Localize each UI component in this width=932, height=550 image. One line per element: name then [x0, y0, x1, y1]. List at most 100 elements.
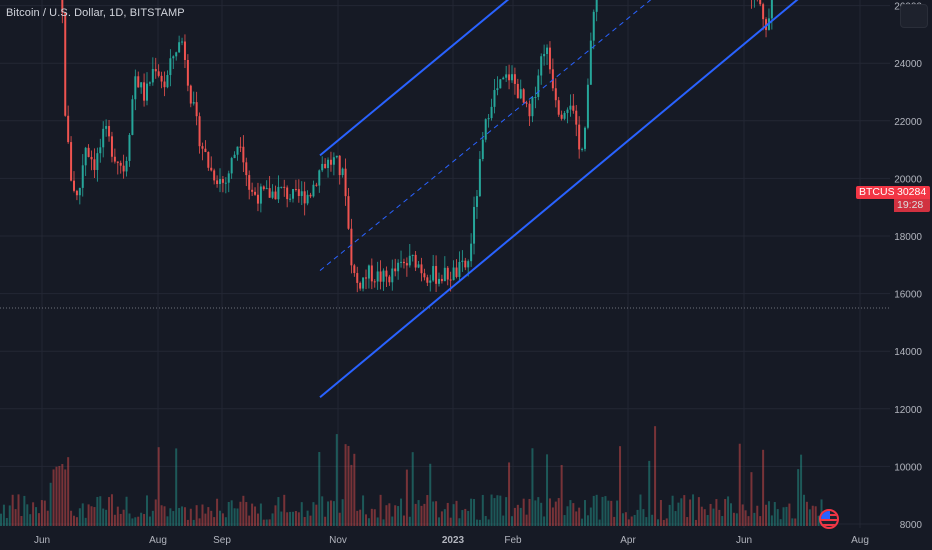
volume-bar	[551, 507, 554, 526]
volume-bar	[128, 513, 131, 526]
volume-bar	[178, 507, 181, 526]
volume-bar	[785, 506, 788, 526]
volume-bar	[805, 501, 808, 526]
candle-body	[563, 112, 566, 119]
candle-body	[227, 173, 230, 183]
volume-bar	[449, 517, 452, 526]
volume-bar	[543, 516, 546, 526]
candle-body	[402, 261, 405, 264]
volume-bar	[575, 511, 578, 526]
settings-button[interactable]	[900, 4, 928, 28]
volume-bar	[689, 499, 692, 526]
y-tick-label: 18000	[894, 232, 922, 243]
volume-bar	[697, 497, 700, 526]
volume-bar	[391, 516, 394, 526]
candle-body	[513, 74, 516, 84]
candle-body	[376, 271, 379, 282]
volume-bar	[277, 497, 280, 526]
candle-body	[110, 136, 113, 157]
volume-bar	[639, 494, 642, 526]
volume-bar	[677, 502, 680, 526]
volume-bar	[37, 513, 40, 526]
volume-bar	[181, 506, 184, 526]
volume-bar	[131, 518, 134, 526]
volume-bar	[134, 517, 137, 526]
candle-body	[181, 41, 184, 43]
volume-bar	[382, 519, 385, 526]
x-tick-label: Jun	[736, 535, 752, 546]
volume-bar	[803, 494, 805, 526]
volume-bar	[741, 504, 744, 526]
candle-body	[592, 11, 595, 41]
volume-bar	[157, 447, 160, 526]
candle-body	[534, 96, 537, 98]
candle-body	[408, 255, 411, 266]
regression-channel[interactable]	[319, 0, 932, 399]
volume-bar	[265, 519, 268, 526]
us-flag-icon[interactable]	[819, 509, 839, 529]
candle-body	[432, 266, 435, 281]
candle-body	[528, 103, 531, 117]
volume-bar	[344, 444, 347, 526]
volume-bar	[78, 508, 81, 526]
volume-bar	[32, 502, 35, 526]
volume-bar	[642, 509, 645, 526]
volume-bar	[379, 494, 382, 526]
volume-bar	[286, 512, 289, 526]
volume-bar	[388, 503, 391, 526]
candle-body	[499, 79, 502, 89]
volume-bar	[817, 515, 820, 526]
candle-body	[438, 278, 440, 284]
candle-body	[584, 127, 586, 149]
volume-bar	[370, 508, 373, 526]
candle-body	[175, 52, 178, 57]
candle-body	[198, 116, 201, 147]
candle-body	[531, 97, 534, 117]
volume-bar	[163, 506, 166, 526]
volume-bar	[338, 512, 341, 526]
volume-bar	[756, 505, 759, 526]
candle-body	[254, 191, 257, 195]
candle-body	[61, 0, 64, 13]
volume-bar	[478, 519, 481, 526]
candle-body	[449, 279, 452, 281]
volume-bar	[224, 517, 227, 526]
candle-body	[493, 90, 496, 107]
volume-bar	[566, 506, 569, 526]
candle-body	[96, 153, 99, 170]
candle-body	[140, 82, 143, 88]
volume-bar	[589, 507, 592, 526]
volume-bar	[525, 514, 528, 526]
volume-bar	[540, 502, 543, 526]
volume-bar	[595, 494, 598, 526]
volume-bar	[172, 511, 175, 526]
volume-bar	[332, 501, 335, 526]
volume-bar	[110, 494, 113, 526]
candle-body	[172, 56, 175, 59]
volume-bar	[297, 512, 300, 526]
candle-body	[309, 194, 312, 197]
x-tick-label: Apr	[620, 535, 636, 546]
volume-bar	[198, 518, 201, 526]
candle-body	[391, 268, 394, 283]
volume-bar	[759, 516, 762, 526]
candle-body	[327, 159, 330, 169]
candle-body	[344, 168, 347, 197]
volume-bar	[221, 513, 224, 526]
volume-bar	[140, 512, 143, 526]
candle-body	[280, 186, 283, 188]
volume-bar	[557, 498, 560, 526]
volume-bar	[513, 507, 516, 526]
candle-body	[397, 262, 400, 272]
y-tick-label: 10000	[894, 462, 922, 473]
volume-bar	[20, 516, 23, 526]
candle-body	[265, 188, 268, 190]
candle-body	[154, 69, 157, 72]
volume-bar	[534, 500, 537, 526]
candle-body	[245, 162, 248, 176]
time-axis[interactable]: Jun Aug Sep Nov 2023 Feb Apr Jun Aug	[34, 535, 869, 546]
volume-bar	[484, 516, 487, 526]
volume-bar	[455, 500, 458, 526]
volume-bar	[40, 500, 43, 526]
